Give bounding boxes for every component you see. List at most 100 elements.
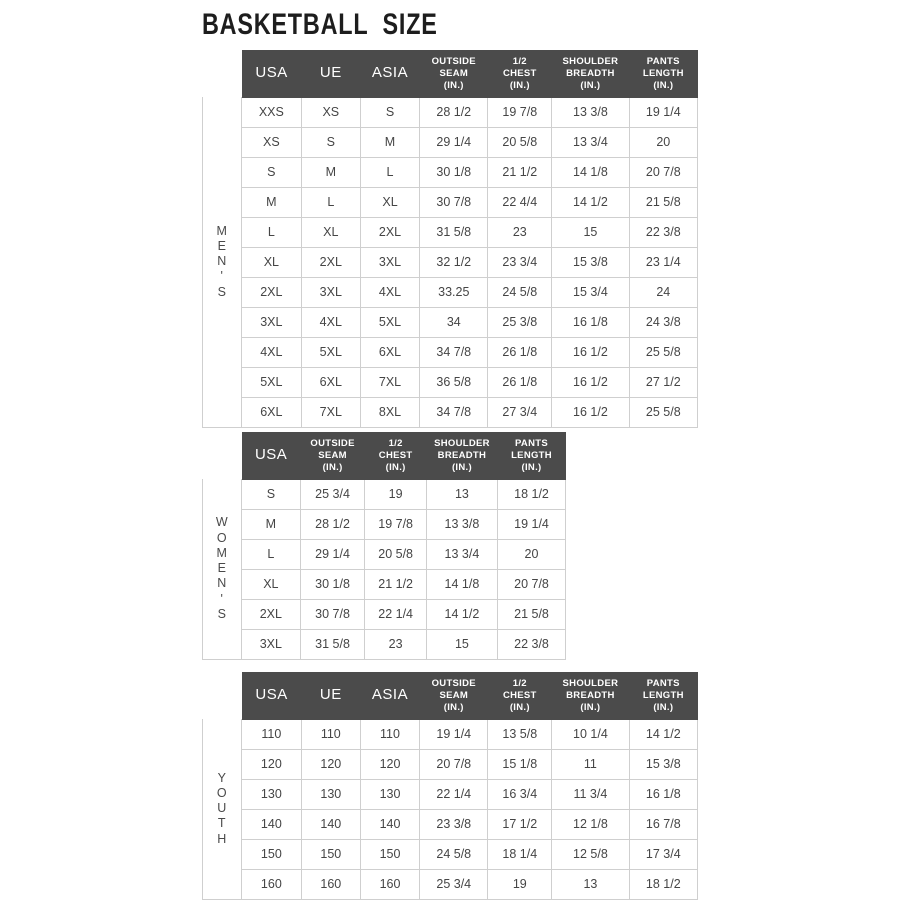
category-label-letter: ' [220, 269, 224, 284]
column-header-line: (IN.) [509, 701, 530, 713]
table-row: XXS XS S 28 1/2 19 7/8 13 3/8 19 1/4 [242, 97, 699, 128]
column-header-line: (IN.) [443, 79, 464, 91]
table-cell: 23 3/8 [419, 809, 489, 840]
table-row: XS S M 29 1/4 20 5/8 13 3/4 20 [242, 127, 699, 158]
table-cell: 17 3/4 [628, 839, 699, 870]
table-cell: 20 7/8 [497, 569, 566, 600]
womens-table-grid: USA OUTSIDE SEAM (IN.) 1/2 CHEST (IN.) SHOULDER… [242, 432, 566, 660]
column-header-1: UE [301, 672, 361, 720]
table-cell: 13 3/8 [551, 97, 630, 128]
table-cell: 15 3/8 [628, 749, 699, 780]
column-header-line: 1/2 [512, 678, 527, 689]
table-row: 2XL 3XL 4XL 33.25 24 5/8 15 3/4 24 [242, 277, 699, 308]
column-header-3: OUTSIDE SEAM (IN.) [419, 50, 488, 98]
table-cell: 19 [364, 479, 427, 510]
table-cell: 150 [300, 839, 361, 870]
table-cell: S [300, 127, 361, 158]
table-cell: 21 1/2 [487, 157, 553, 188]
table-cell: M [300, 157, 361, 188]
table-cell: 19 7/8 [364, 509, 427, 540]
youth-size-table: USA UE ASIA OUTSIDE SEAM (IN.) 1/2 CHEST (IN.) SH… [242, 672, 699, 900]
table-cell: 5XL [242, 367, 302, 398]
category-label-letter: S [217, 284, 227, 299]
table-row: 3XL 31 5/8 23 15 22 3/8 [242, 629, 566, 660]
table-row: 6XL 7XL 8XL 34 7/8 27 3/4 16 1/2 25 5/8 [242, 397, 699, 428]
table-cell: 27 3/4 [487, 397, 553, 428]
table-cell: 2XL [359, 217, 421, 248]
column-header-line: SEAM [439, 689, 469, 701]
column-header-line: 1/2 [388, 438, 403, 449]
column-header-line: (IN.) [509, 79, 530, 91]
table-cell: 4XL [242, 337, 302, 368]
mens-table-grid: USA UE ASIA OUTSIDE SEAM (IN.) 1/2 CHEST (IN.) SH… [242, 50, 699, 428]
table-cell: 23 [487, 217, 553, 248]
table-cell: 30 1/8 [419, 157, 489, 188]
table-cell: XS [242, 127, 302, 158]
table-cell: 24 [628, 277, 699, 308]
youth-table-head: USA UE ASIA OUTSIDE SEAM (IN.) 1/2 CHEST (IN.) SH… [242, 672, 698, 720]
womens-size-table: USA OUTSIDE SEAM (IN.) 1/2 CHEST (IN.) SHOULDER… [242, 432, 566, 660]
table-cell: 16 7/8 [628, 809, 699, 840]
table-cell: 34 [419, 307, 489, 338]
column-header-5: SHOULDER BREADTH (IN.) [551, 50, 630, 98]
table-cell: 16 1/8 [551, 307, 630, 338]
table-cell: 160 [359, 869, 421, 900]
table-cell: XL [300, 217, 361, 248]
column-header-4: 1/2 CHEST (IN.) [487, 672, 552, 720]
table-cell: S [242, 479, 301, 510]
table-cell: M [242, 509, 301, 540]
column-header-line: PANTS [646, 678, 680, 689]
column-header-line: (IN.) [580, 701, 601, 713]
table-cell: 120 [242, 749, 302, 780]
column-header-3: OUTSIDE SEAM (IN.) [419, 672, 488, 720]
column-header-line: PANTS [646, 56, 680, 67]
table-cell: 21 1/2 [364, 569, 427, 600]
category-label-letter: M [216, 223, 228, 238]
table-cell: 19 [487, 869, 553, 900]
table-cell: 25 5/8 [628, 397, 699, 428]
table-cell: 140 [300, 809, 361, 840]
table-cell: 5XL [359, 307, 421, 338]
table-cell: XL [359, 187, 421, 218]
column-header-4: PANTS LENGTH (IN.) [497, 432, 566, 480]
column-header-3: SHOULDER BREADTH (IN.) [426, 432, 498, 480]
table-cell: 15 1/8 [487, 749, 553, 780]
table-cell: 22 3/8 [497, 629, 566, 660]
table-cell: 10 1/4 [551, 719, 630, 750]
table-cell: 13 3/4 [425, 539, 499, 570]
table-row: L 29 1/4 20 5/8 13 3/4 20 [242, 539, 566, 570]
table-cell: 6XL [300, 367, 361, 398]
table-cell: 29 1/4 [419, 127, 489, 158]
womens-category-label-column: W O M E N ' S [202, 479, 242, 660]
table-cell: 4XL [300, 307, 361, 338]
column-header-line: USA [254, 446, 288, 464]
column-header-line: SEAM [439, 67, 469, 79]
table-cell: 20 [628, 127, 699, 158]
mens-size-table-block: M E N ' S USA UE ASIA OUTSIDE SEAM (IN.) 1/2 CHEST(… [202, 50, 699, 428]
table-cell: 13 3/8 [425, 509, 499, 540]
column-header-line: (IN.) [580, 79, 601, 91]
column-header-0: USA [242, 50, 302, 98]
table-cell: 24 5/8 [419, 839, 489, 870]
table-cell: 30 1/8 [299, 569, 366, 600]
table-cell: 22 3/8 [628, 217, 699, 248]
table-cell: 12 1/8 [551, 809, 630, 840]
column-header-0: USA [242, 432, 301, 480]
table-cell: 160 [300, 869, 361, 900]
mens-table-body: XXS XS S 28 1/2 19 7/8 13 3/8 19 1/4 XS S M 29 1/4… [242, 97, 699, 428]
mens-category-label: M E N ' S [217, 224, 228, 300]
womens-table-body: S 25 3/4 19 13 18 1/2 M 28 1/2 19 7/8 13 3/8 19 1… [242, 479, 566, 660]
table-cell: 3XL [242, 629, 301, 660]
category-label-letter: W [215, 515, 229, 530]
table-cell: 130 [242, 779, 302, 810]
table-header-row: USA UE ASIA OUTSIDE SEAM (IN.) 1/2 CHEST (IN.) SH… [242, 672, 698, 720]
table-row: S 25 3/4 19 13 18 1/2 [242, 479, 566, 510]
table-cell: 28 1/2 [299, 509, 366, 540]
table-cell: 23 1/4 [628, 247, 699, 278]
table-cell: 19 1/4 [497, 509, 566, 540]
column-header-line: SHOULDER [562, 678, 619, 689]
table-cell: 110 [242, 719, 302, 750]
table-cell: 16 1/2 [551, 337, 630, 368]
